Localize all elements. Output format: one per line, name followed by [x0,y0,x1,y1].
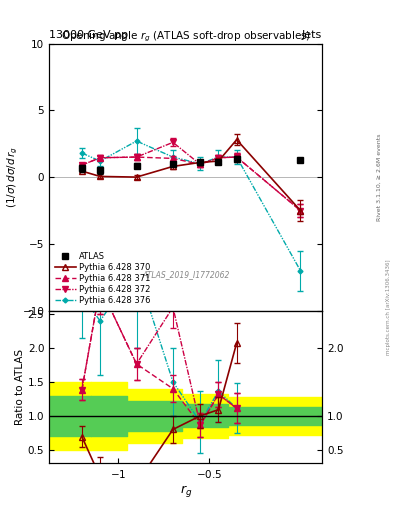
Pythia 6.428 370 [198,159,203,165]
Pythia 6.428 371 [98,155,103,161]
Pythia 6.428 376 [79,150,84,156]
Pythia 6.428 376 [98,158,103,164]
Pythia 6.428 371 [198,161,203,167]
Pythia 6.428 376 [216,154,221,160]
Line: Pythia 6.428 372: Pythia 6.428 372 [79,140,303,214]
Pythia 6.428 371 [298,207,303,214]
Y-axis label: Ratio to ATLAS: Ratio to ATLAS [15,349,25,425]
Pythia 6.428 376 [234,154,239,160]
Pythia 6.428 370 [298,207,303,214]
Pythia 6.428 372 [134,154,139,160]
Pythia 6.428 372 [198,161,203,167]
Pythia 6.428 371 [134,154,139,160]
Pythia 6.428 376 [198,161,203,167]
Line: Pythia 6.428 371: Pythia 6.428 371 [79,154,303,214]
Line: Pythia 6.428 376: Pythia 6.428 376 [80,139,302,272]
Text: 13000 GeV pp: 13000 GeV pp [49,30,128,39]
Pythia 6.428 372 [171,139,175,145]
Pythia 6.428 371 [171,155,175,161]
Pythia 6.428 370 [79,168,84,174]
Title: Opening angle $r_g$ (ATLAS soft-drop observables): Opening angle $r_g$ (ATLAS soft-drop obs… [61,29,311,44]
Pythia 6.428 370 [134,174,139,180]
Text: Jets: Jets [302,30,322,39]
Pythia 6.428 371 [79,162,84,168]
Pythia 6.428 371 [234,154,239,160]
Line: Pythia 6.428 370: Pythia 6.428 370 [79,136,304,214]
Text: ATLAS_2019_I1772062: ATLAS_2019_I1772062 [142,270,230,279]
Text: Rivet 3.1.10, ≥ 2.6M events: Rivet 3.1.10, ≥ 2.6M events [377,133,382,221]
Pythia 6.428 372 [79,162,84,168]
X-axis label: $r_g$: $r_g$ [180,483,192,499]
Pythia 6.428 372 [216,155,221,161]
Pythia 6.428 370 [171,163,175,169]
Pythia 6.428 372 [298,207,303,214]
Pythia 6.428 370 [234,137,239,143]
Pythia 6.428 370 [216,158,221,164]
Legend: ATLAS, Pythia 6.428 370, Pythia 6.428 371, Pythia 6.428 372, Pythia 6.428 376: ATLAS, Pythia 6.428 370, Pythia 6.428 37… [53,250,152,307]
Pythia 6.428 376 [171,154,175,160]
Pythia 6.428 376 [134,138,139,144]
Pythia 6.428 372 [98,155,103,161]
Text: mcplots.cern.ch [arXiv:1306.3436]: mcplots.cern.ch [arXiv:1306.3436] [386,260,391,355]
Pythia 6.428 370 [98,174,103,180]
Y-axis label: $(1/\sigma)\,d\sigma/d\,r_g$: $(1/\sigma)\,d\sigma/d\,r_g$ [5,146,20,208]
Pythia 6.428 371 [216,155,221,161]
Pythia 6.428 372 [234,154,239,160]
Pythia 6.428 376 [298,268,303,274]
